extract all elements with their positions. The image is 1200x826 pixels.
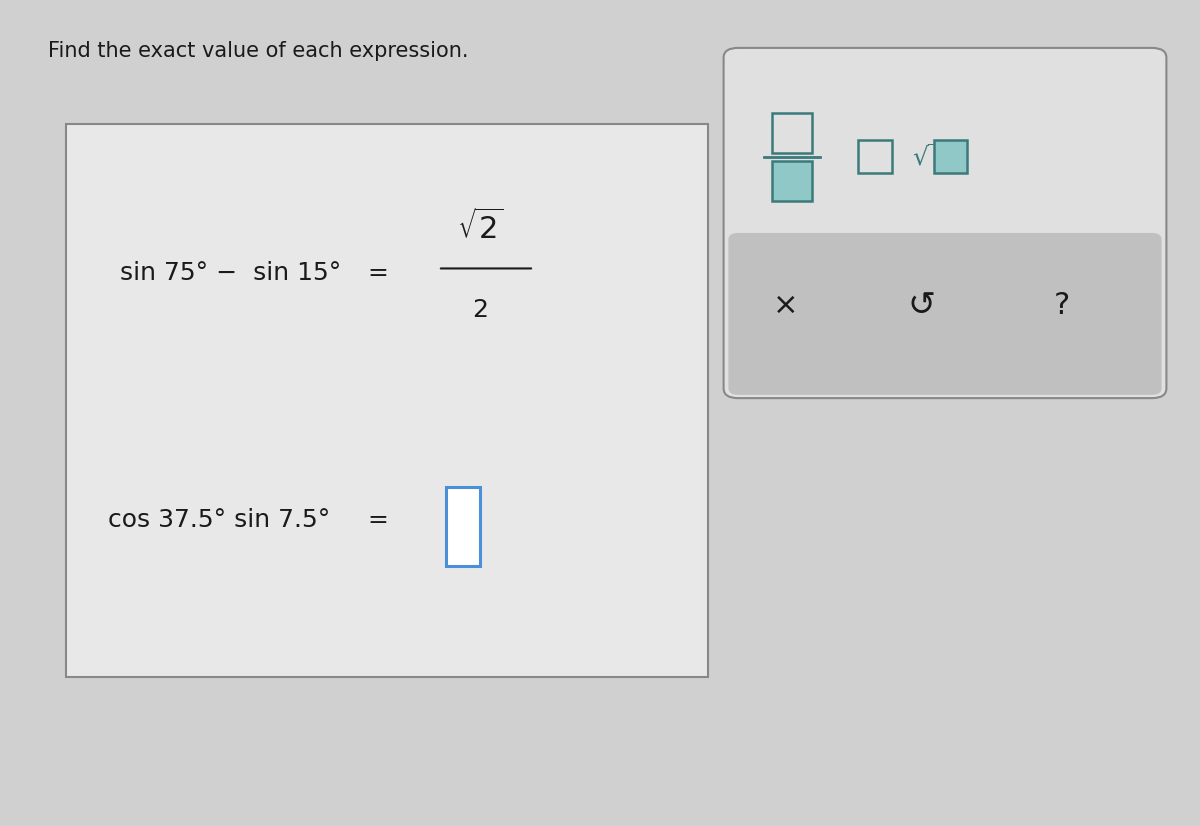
Text: cos 37.5° sin 7.5°: cos 37.5° sin 7.5°	[108, 508, 330, 533]
Text: sin 75° −  sin 15°: sin 75° − sin 15°	[120, 260, 341, 285]
FancyBboxPatch shape	[66, 124, 708, 677]
Text: Find the exact value of each expression.: Find the exact value of each expression.	[48, 41, 468, 61]
Text: 2: 2	[472, 297, 488, 322]
Text: $\sqrt{\quad}$: $\sqrt{\quad}$	[912, 144, 960, 170]
FancyBboxPatch shape	[934, 140, 967, 173]
Text: ↺: ↺	[907, 289, 936, 322]
FancyBboxPatch shape	[446, 487, 480, 566]
FancyBboxPatch shape	[772, 161, 812, 201]
Text: =: =	[367, 508, 389, 533]
FancyBboxPatch shape	[724, 48, 1166, 398]
Text: $\sqrt{2}$: $\sqrt{2}$	[457, 209, 503, 245]
Text: =: =	[367, 260, 389, 285]
Text: ×: ×	[773, 291, 799, 320]
FancyBboxPatch shape	[728, 233, 1162, 395]
Text: ?: ?	[1054, 291, 1070, 320]
